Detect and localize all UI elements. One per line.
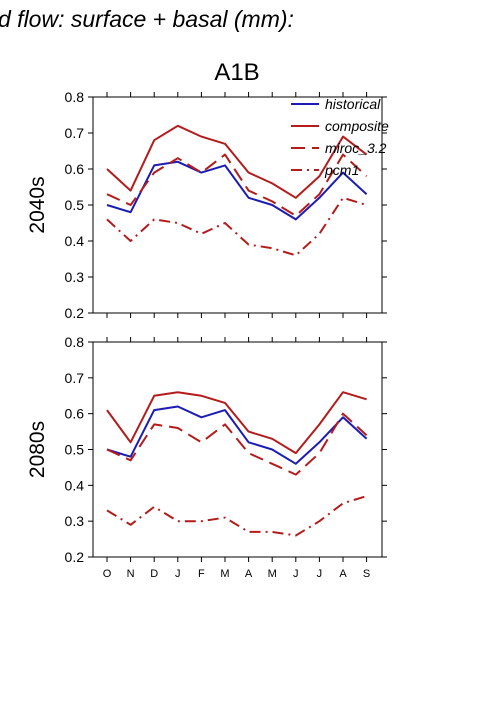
x-tick-label: N — [127, 568, 135, 580]
x-tick-label: F — [198, 568, 205, 580]
series-line-pcm1 — [106, 196, 367, 257]
y-tick-label: 0.8 — [65, 89, 85, 105]
panel-1: 0.2 0.3 0.4 0.5 0.6 0.7 0.8 2040s historical comp… — [26, 89, 389, 321]
series-line-miroc-3-2 — [106, 412, 368, 476]
legend-label: composite — [325, 118, 389, 134]
series-line-historical — [106, 405, 368, 465]
series-line-historical — [106, 160, 368, 221]
x-tick-label: J — [175, 568, 181, 580]
y-tick-label: 0.2 — [65, 549, 85, 565]
y-tick-label: 0.4 — [65, 233, 85, 249]
series-line-composite — [106, 124, 368, 199]
y-tick-label: 0.5 — [65, 442, 85, 458]
series-line-pcm1 — [106, 495, 367, 537]
legend-label: historical — [325, 96, 381, 112]
x-tick-label: M — [268, 568, 277, 580]
y-tick-label: 0.6 — [65, 406, 85, 422]
x-tick-label: S — [363, 568, 370, 580]
figure-header: d flow: surface + basal (mm): — [0, 6, 294, 32]
panel-2: 0.2 0.3 0.4 0.5 0.6 0.7 0.8 O N D J F M A M J J A S 2080s — [26, 334, 387, 580]
panels: 0.2 0.3 0.4 0.5 0.6 0.7 0.8 2040s historical comp… — [26, 89, 389, 580]
legend-label: miroc_3.2 — [325, 140, 387, 156]
legend: historical composite miroc_3.2 pcm1 — [291, 96, 389, 178]
row-label: 2080s — [26, 421, 49, 478]
x-tick-label: A — [245, 568, 253, 580]
x-tick-label: A — [339, 568, 347, 580]
y-tick-label: 0.5 — [65, 197, 85, 213]
series-line-composite — [106, 391, 367, 455]
x-tick-label: J — [317, 568, 323, 580]
y-tick-label: 0.7 — [65, 125, 85, 141]
y-tick-label: 0.3 — [65, 269, 85, 285]
y-tick-label: 0.4 — [65, 477, 85, 493]
x-tick-label: J — [293, 568, 299, 580]
legend-label: pcm1 — [324, 162, 359, 178]
x-tick-label: M — [220, 568, 229, 580]
y-tick-label: 0.8 — [65, 334, 85, 350]
scenario-title: A1B — [214, 59, 259, 86]
y-tick-label: 0.7 — [65, 370, 85, 386]
y-tick-label: 0.2 — [65, 305, 85, 321]
row-label: 2040s — [26, 176, 49, 233]
series-line-miroc-3-2 — [106, 153, 368, 217]
y-tick-label: 0.6 — [65, 161, 85, 177]
y-tick-label: 0.3 — [65, 513, 85, 529]
x-tick-label: D — [150, 568, 158, 580]
x-tick-label: O — [103, 568, 112, 580]
